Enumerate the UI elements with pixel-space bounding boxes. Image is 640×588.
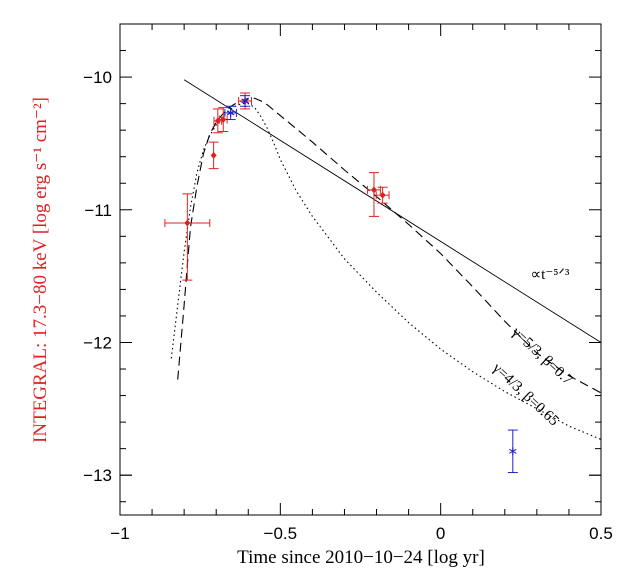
data-point-blue bbox=[226, 108, 235, 117]
y-tick-label: −10 bbox=[83, 68, 112, 87]
axis-ticks bbox=[119, 24, 602, 515]
curve-dotted bbox=[170, 103, 602, 440]
plot-frame bbox=[119, 23, 602, 516]
data-point-red bbox=[370, 186, 377, 194]
error-bars bbox=[164, 92, 518, 474]
data-point-blue bbox=[509, 447, 517, 456]
data-point-blue bbox=[241, 96, 249, 105]
asterisk-stroke bbox=[241, 98, 249, 104]
x-tick-labels: −1 −0.5 0 0.5 bbox=[110, 524, 613, 543]
x-tick-label: 0 bbox=[436, 524, 445, 543]
y-tick-labels: −10 −11 −12 −13 bbox=[83, 68, 112, 485]
data-markers bbox=[184, 96, 517, 456]
y-tick-label: −11 bbox=[84, 201, 112, 220]
asterisk-stroke bbox=[509, 448, 517, 454]
model-curves bbox=[170, 79, 602, 440]
powerlaw-label: ∝t⁻⁵ᐟ³ bbox=[530, 267, 569, 283]
asterisk-stroke bbox=[226, 110, 235, 116]
curve-solid bbox=[183, 79, 602, 343]
data-point-red bbox=[379, 191, 386, 199]
curve-dashed bbox=[177, 97, 602, 394]
y-axis-label: INTEGRAL: 17.3−80 keV [log erg s⁻¹ cm⁻²] bbox=[30, 97, 51, 443]
x-tick-label: −0.5 bbox=[264, 524, 298, 543]
data-point-red bbox=[210, 151, 217, 159]
data-point-red bbox=[184, 219, 191, 227]
y-tick-label: −12 bbox=[83, 333, 112, 352]
y-tick-label: −13 bbox=[83, 466, 112, 485]
data-point-red bbox=[220, 116, 227, 124]
x-tick-label: 0.5 bbox=[589, 524, 613, 543]
data-point-red bbox=[214, 117, 221, 125]
x-axis-label: Time since 2010−10−24 [log yr] bbox=[237, 547, 485, 568]
x-tick-label: −1 bbox=[110, 524, 129, 543]
